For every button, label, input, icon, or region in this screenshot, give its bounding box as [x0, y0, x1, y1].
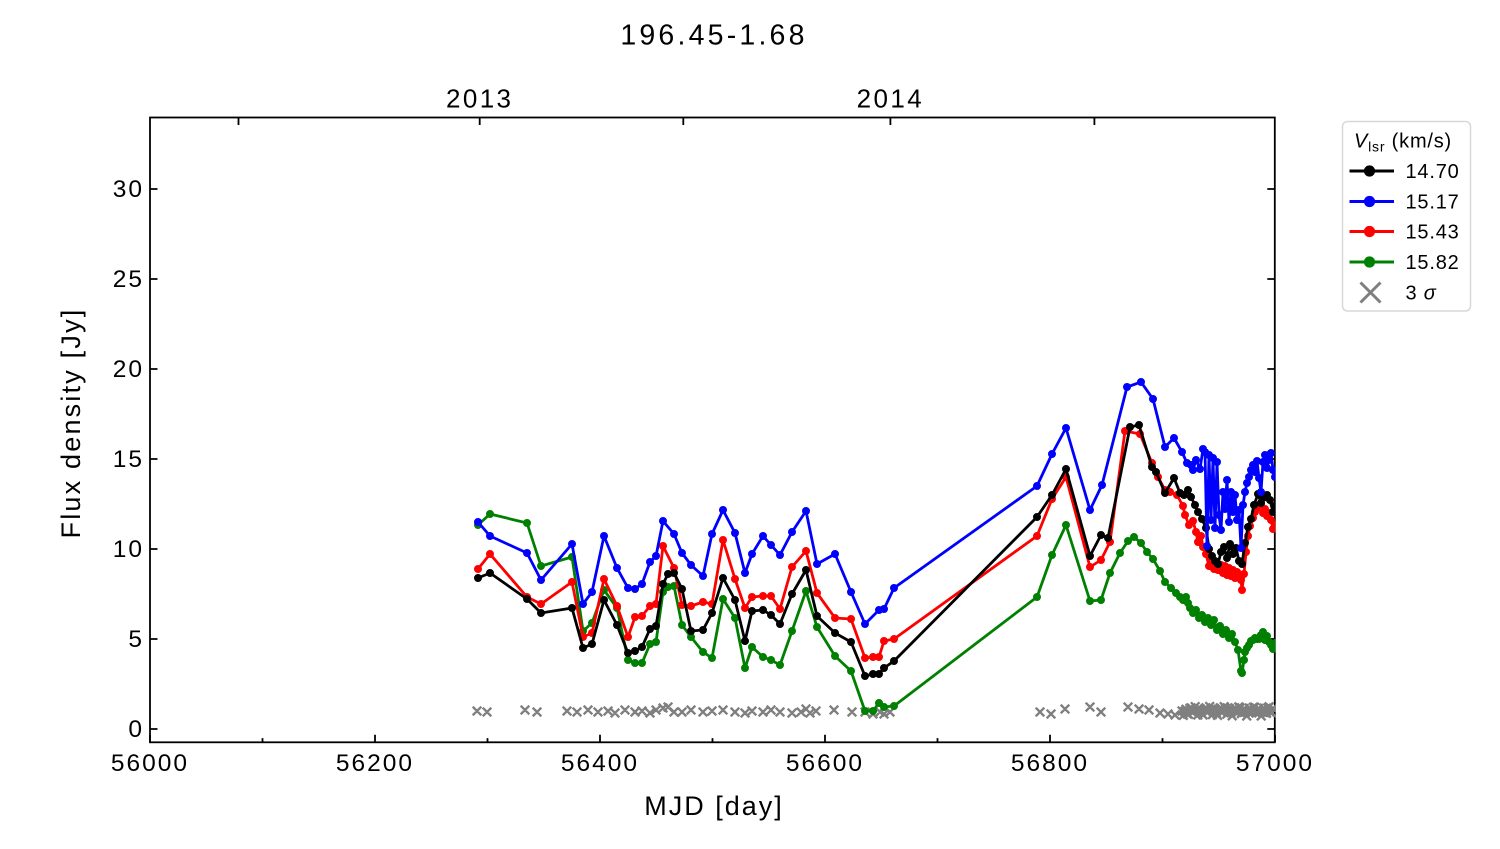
svg-text:MJD [day]: MJD [day]: [644, 791, 784, 821]
svg-text:20: 20: [113, 356, 144, 383]
svg-text:5: 5: [128, 626, 144, 653]
svg-text:56600: 56600: [786, 750, 864, 777]
svg-text:56800: 56800: [1011, 750, 1089, 777]
svg-text:56000: 56000: [111, 750, 189, 777]
svg-text:0: 0: [128, 716, 144, 743]
svg-text:2013: 2013: [446, 84, 513, 114]
svg-text:2014: 2014: [857, 84, 924, 114]
svg-text:15: 15: [113, 446, 144, 473]
svg-text:15.82: 15.82: [1406, 252, 1460, 274]
svg-text:15.17: 15.17: [1406, 192, 1460, 214]
svg-text:Vlsr (km/s): Vlsr (km/s): [1354, 131, 1452, 155]
svg-text:3 σ: 3 σ: [1406, 283, 1437, 305]
svg-text:15.43: 15.43: [1406, 222, 1460, 244]
svg-text:Flux density [Jy]: Flux density [Jy]: [56, 308, 86, 539]
svg-text:56400: 56400: [561, 750, 639, 777]
svg-text:30: 30: [113, 176, 144, 203]
svg-text:57000: 57000: [1236, 750, 1314, 777]
svg-text:196.45-1.68: 196.45-1.68: [620, 20, 807, 52]
svg-text:56200: 56200: [336, 750, 414, 777]
svg-text:14.70: 14.70: [1406, 161, 1460, 183]
svg-text:25: 25: [113, 266, 144, 293]
svg-text:10: 10: [113, 536, 144, 563]
